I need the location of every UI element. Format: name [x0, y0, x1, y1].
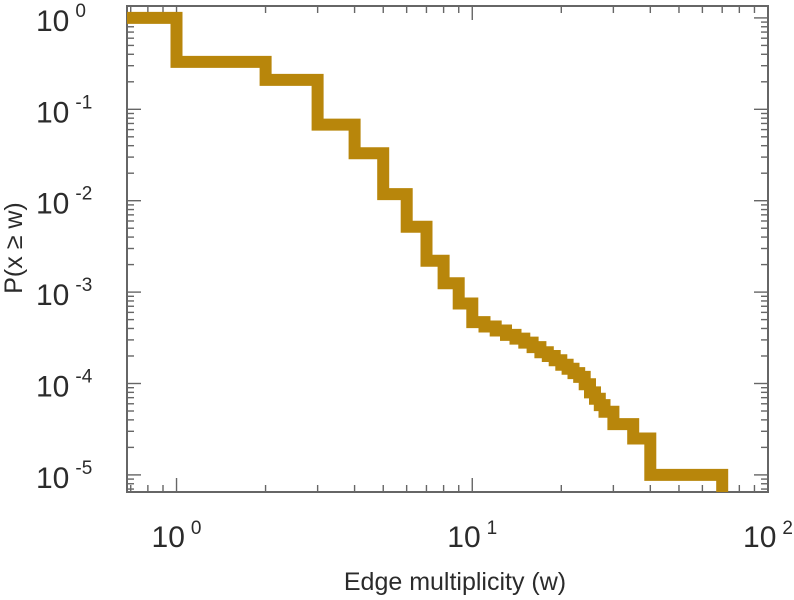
y-tick-label: 10 -3 [36, 275, 92, 312]
y-tick-label: 10 -4 [36, 367, 93, 404]
y-tick-label: 10 -1 [36, 92, 92, 129]
x-tick-labels: 10 0 10 1 10 2 [152, 518, 793, 554]
x-tick-label: 10 1 [447, 518, 497, 554]
x-tick-label: 10 2 [743, 518, 793, 554]
y-axis-label: P(x ≥ w) [0, 202, 28, 294]
x-tick-label: 10 0 [152, 518, 202, 554]
y-tick-label: 10 0 [36, 1, 86, 38]
major-ticks [127, 6, 769, 492]
series-step-line [127, 11, 729, 492]
minor-ticks [127, 6, 768, 492]
y-tick-label: 10 -2 [36, 184, 92, 221]
x-axis-label: Edge multiplicity (w) [344, 568, 566, 596]
y-tick-label: 10 -5 [36, 458, 92, 495]
plot-frame [126, 5, 769, 493]
